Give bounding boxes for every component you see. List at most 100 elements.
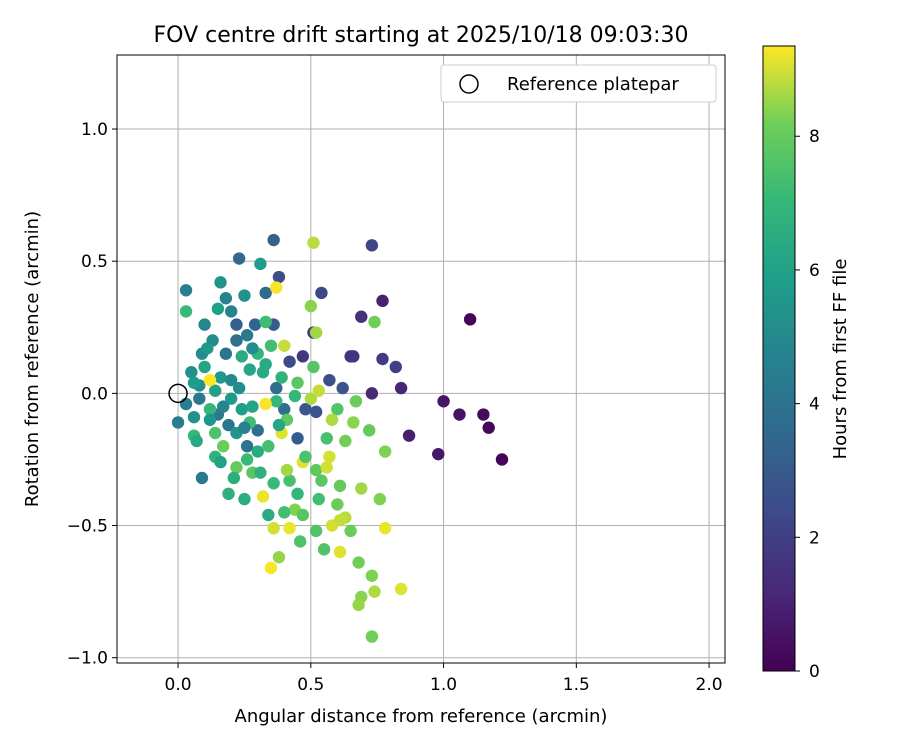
data-point: [299, 403, 312, 416]
data-point: [240, 329, 254, 342]
plot-area: [117, 55, 725, 663]
grid-lines: [117, 55, 725, 663]
data-point: [259, 286, 272, 300]
data-point: [190, 434, 203, 448]
data-point: [339, 434, 352, 448]
data-point: [243, 363, 256, 376]
data-point: [307, 236, 320, 249]
data-point: [365, 630, 379, 643]
data-point: [349, 395, 363, 408]
data-point: [437, 395, 450, 408]
data-point: [238, 421, 251, 434]
data-point: [214, 455, 227, 469]
data-point: [320, 461, 333, 474]
data-point: [323, 450, 336, 464]
data-point: [262, 440, 275, 453]
data-point: [230, 318, 243, 331]
data-point: [376, 294, 389, 308]
data-point: [278, 339, 291, 352]
data-point: [389, 360, 402, 374]
x-axis-ticks: 0.0 0.5 1.0 1.5 2.0: [165, 663, 723, 695]
data-point: [291, 432, 304, 445]
data-point: [214, 276, 227, 289]
data-point: [312, 384, 325, 397]
data-point: [193, 392, 206, 405]
data-point: [222, 418, 235, 432]
data-point: [272, 270, 286, 284]
data-point: [267, 233, 280, 247]
data-point: [355, 310, 368, 323]
data-point: [235, 403, 248, 416]
data-point: [230, 334, 243, 347]
data-point: [402, 429, 416, 442]
data-point: [214, 371, 227, 384]
data-point: [179, 397, 193, 411]
data-point: [278, 403, 291, 416]
data-point: [323, 373, 336, 387]
data-point: [453, 408, 466, 421]
data-point: [272, 551, 286, 564]
data-point: [251, 445, 264, 458]
data-point: [246, 342, 259, 355]
reference-platepar-marker: [168, 383, 188, 404]
data-point: [309, 524, 323, 538]
data-point: [336, 381, 349, 395]
data-point: [224, 392, 238, 405]
data-point: [238, 289, 251, 302]
data-point: [201, 342, 214, 355]
data-point: [315, 286, 328, 300]
data-point: [203, 413, 217, 426]
data-point: [275, 371, 288, 384]
data-point: [267, 477, 280, 490]
data-point: [344, 524, 357, 538]
data-point: [307, 360, 320, 374]
data-point: [304, 299, 318, 313]
y-tick-label: 0.0: [81, 384, 108, 404]
data-point: [209, 426, 222, 440]
data-point: [365, 387, 379, 400]
data-point: [222, 487, 235, 501]
data-point: [283, 521, 296, 535]
data-point: [256, 490, 270, 503]
data-point: [246, 400, 259, 413]
data-point: [365, 239, 379, 252]
data-point: [187, 410, 201, 424]
legend-label: Reference platepar: [507, 74, 679, 95]
y-tick-label: 0.5: [81, 252, 108, 272]
x-tick-label: 0.0: [165, 675, 192, 695]
data-point: [304, 392, 318, 405]
data-point: [463, 313, 477, 326]
data-point: [378, 445, 392, 458]
data-point: [368, 585, 381, 598]
data-point: [394, 381, 408, 395]
legend: Reference platepar: [440, 64, 717, 103]
data-point: [299, 450, 312, 464]
data-point: [376, 352, 389, 366]
data-point: [368, 315, 381, 329]
data-point: [355, 482, 368, 495]
data-point: [254, 257, 267, 271]
data-point: [333, 479, 347, 493]
data-point: [235, 350, 248, 363]
data-point: [203, 373, 217, 387]
data-point: [352, 598, 365, 612]
legend-box: [440, 64, 717, 103]
data-point: [272, 418, 286, 432]
data-point: [240, 453, 254, 466]
data-point: [378, 521, 392, 535]
data-point: [187, 376, 201, 389]
data-point: [211, 302, 225, 315]
y-axis-ticks: −1.0 −0.5 0.0 0.5 1.0: [67, 120, 117, 669]
data-point: [219, 347, 233, 360]
data-point: [331, 498, 344, 511]
data-point: [219, 292, 233, 305]
data-point: [278, 506, 291, 519]
data-point: [373, 492, 387, 506]
chart-title: FOV centre drift starting at 2025/10/18 …: [154, 23, 689, 48]
data-point: [432, 447, 445, 461]
data-point: [179, 284, 193, 297]
y-axis-label: Rotation from reference (arcmin): [22, 211, 43, 507]
data-point: [495, 453, 509, 466]
colorbar-tick-label: 2: [809, 528, 820, 548]
